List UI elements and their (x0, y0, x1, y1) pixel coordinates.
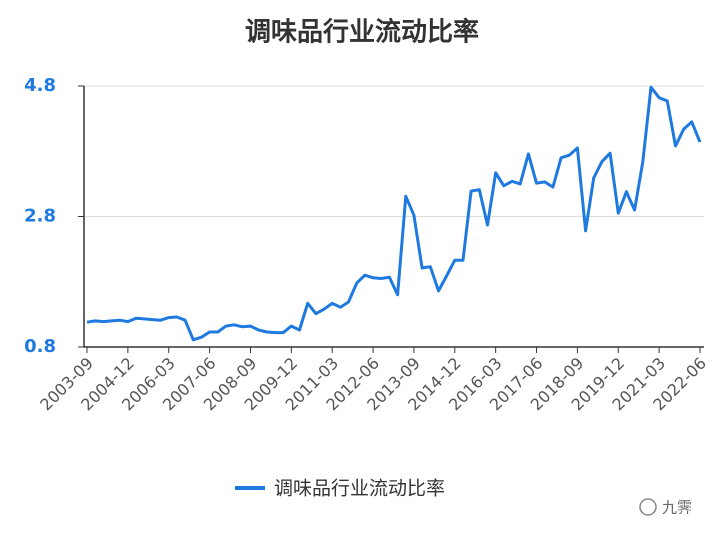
y-tick-label: 0.8 (24, 336, 56, 357)
watermark-text: 九霁 (662, 499, 692, 517)
chart-title: 调味品行业流动比率 (245, 17, 479, 48)
data-line (86, 85, 702, 342)
y-tick-label: 4.8 (24, 75, 56, 96)
watermark-icon (639, 498, 657, 516)
legend-label: 调味品行业流动比率 (274, 478, 445, 500)
watermark: 九霁 (639, 498, 692, 517)
y-tick-label: 2.8 (24, 206, 56, 227)
